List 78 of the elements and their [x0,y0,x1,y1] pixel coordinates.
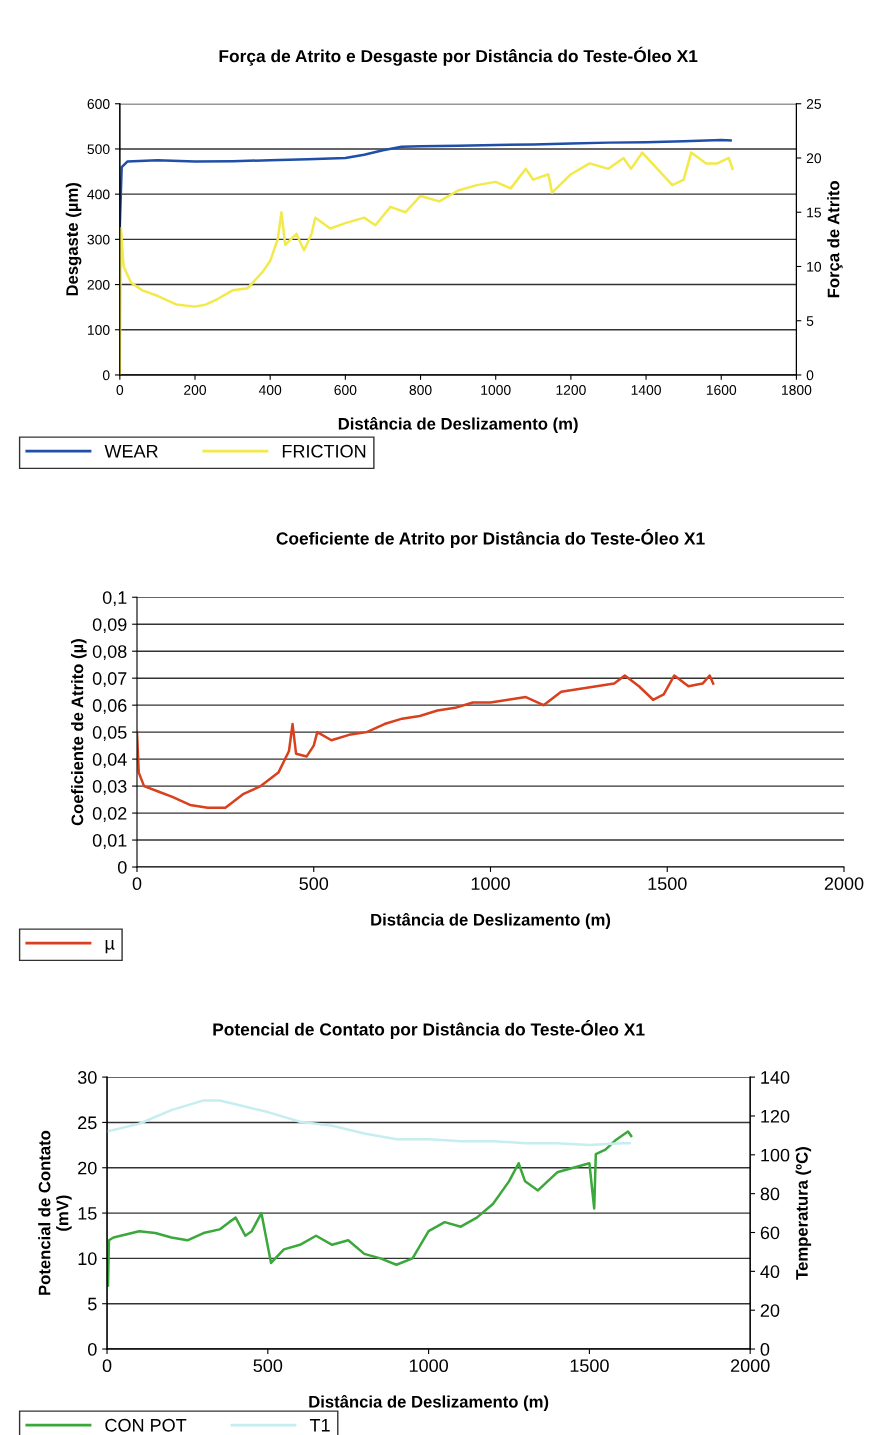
y-tick-label: 0,1 [102,591,127,607]
y2-tick-label: 20 [806,153,822,164]
x-tick-label: 1000 [481,385,511,395]
y-axis-title: Desgaste (µm) [65,183,82,296]
y2-tick-label: 0 [760,1342,770,1356]
line-series [119,151,734,375]
line-series [119,138,732,228]
chart-title: Potencial de Contato por Distância do Teste-Óleo X1 [213,1020,645,1040]
y-tick-label: 0,01 [92,833,127,849]
x-tick-label: 1500 [648,877,687,891]
chart-title: Força de Atrito e Desgaste por Distância do Teste-Óleo X1 [219,46,698,66]
y2-tick-label: 120 [761,1109,790,1123]
x-tick-label: 200 [184,385,207,395]
x-tick-label: 1600 [706,385,737,395]
x-tick-label: 400 [258,385,282,395]
x-tick-label: 600 [334,385,357,395]
y2-tick-label: 10 [807,261,822,272]
y2-tick-label: 15 [807,207,822,218]
y-tick-label: 0 [87,1342,97,1356]
x-tick-label: 1500 [570,1359,609,1373]
y2-tick-label: 80 [760,1187,780,1201]
y-tick-label: 0,09 [92,618,127,634]
y-tick-label: 10 [78,1252,97,1266]
line-series [107,1130,633,1287]
y-tick-label: 0,02 [92,807,127,822]
line-series [137,674,715,809]
y2-tick-label: 25 [806,99,822,109]
y2-tick-label: 20 [760,1304,780,1317]
y2-tick-label: 140 [761,1071,790,1084]
y-tick-label: 300 [87,234,110,245]
y2-tick-label: 40 [760,1265,780,1279]
y2-tick-label: 100 [761,1148,790,1162]
y-axis-title: Coeficiente de Atrito (µ) [71,639,87,826]
y-tick-label: 0,05 [92,726,127,741]
x-tick-label: 1200 [556,385,586,395]
line-series [107,1099,631,1147]
y-tick-label: 0,06 [92,699,127,715]
y2-tick-label: 5 [806,316,814,326]
y-tick-label: 100 [87,325,110,335]
x-tick-label: 1000 [409,1359,448,1373]
y2-tick-label: 60 [760,1226,780,1240]
y-tick-label: 400 [87,189,110,200]
x-axis-title: Distância de Deslizamento (m) [309,1395,549,1411]
y-tick-label: 0,03 [92,780,127,795]
x-tick-label: 800 [409,385,432,395]
y-tick-label: 15 [78,1207,97,1220]
legend-label: WEAR [104,444,158,458]
x-tick-label: 500 [299,877,329,891]
legend-label: FRICTION [282,444,366,458]
y-tick-label: 500 [87,144,110,155]
x-tick-label: 1800 [782,385,812,395]
y2-tick-label: 0 [806,370,814,381]
x-tick-label: 500 [253,1359,283,1373]
y-tick-label: 25 [78,1116,97,1130]
y-tick-label: 0 [102,370,110,381]
x-tick-label: 1400 [631,385,661,395]
y-tick-label: 0,07 [92,672,127,688]
legend-label: T1 [309,1419,330,1432]
y-tick-label: 0,04 [92,753,127,768]
x-tick-label: 2000 [731,1359,770,1373]
y-tick-label: 0 [117,860,127,874]
y-tick-label: 600 [87,99,110,109]
legend-label: CON POT [105,1418,187,1432]
y2-axis-title: Temperatura (ºC) [795,1147,812,1280]
y-tick-label: 5 [88,1297,97,1311]
x-axis-title: Distância de Deslizamento (m) [371,913,611,929]
y-axis-title: Potencial de Contato (mV) [38,1130,72,1295]
y-tick-label: 30 [77,1071,97,1084]
y-tick-label: 20 [78,1161,97,1175]
y-tick-label: 200 [87,279,110,290]
chart-title: Coeficiente de Atrito por Distância do Teste-Óleo X1 [276,529,705,549]
x-tick-label: 2000 [824,877,864,891]
y-tick-label: 0,08 [92,645,127,661]
x-tick-label: 1000 [471,877,510,891]
y2-axis-title: Força de Atrito [827,181,843,298]
legend-label: µ [105,939,115,954]
x-tick-label: 0 [132,877,142,891]
x-axis-title: Distância de Deslizamento (m) [338,417,578,433]
